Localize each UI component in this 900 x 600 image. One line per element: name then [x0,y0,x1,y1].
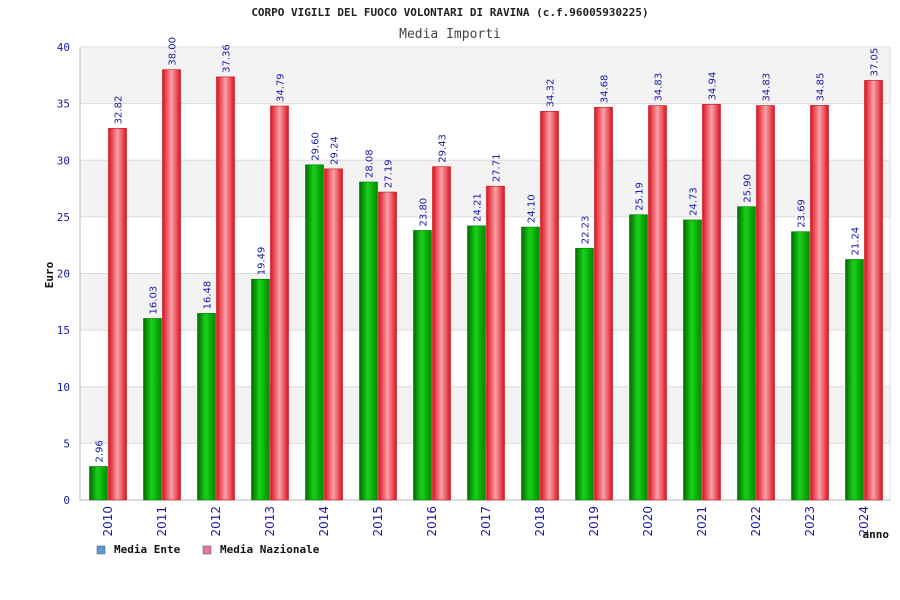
bar-media-ente-2017 [467,225,486,501]
y-tick-label: 20 [57,268,70,281]
data-label: 34.94 [708,72,719,101]
x-tick-label: 2016 [425,506,439,537]
bar-media-ente-2012 [197,313,216,501]
bar-media-nazionale-2015 [378,191,397,501]
data-label: 29.24 [330,136,341,165]
data-label: 34.79 [276,73,287,102]
data-label: 28.08 [365,149,376,178]
data-label: 34.32 [546,79,557,108]
x-tick-label: 2018 [533,506,547,537]
x-tick-label: 2011 [155,506,169,537]
x-tick-label: 2012 [209,506,223,537]
y-tick-label: 10 [57,381,70,394]
bar-media-ente-2018 [521,226,540,501]
data-label: 23.80 [419,198,430,227]
data-label: 24.10 [527,194,538,223]
y-tick-label: 40 [57,41,70,54]
data-label: 24.21 [473,193,484,222]
data-label: 34.83 [762,73,773,102]
bar-media-ente-2011 [143,318,162,501]
bar-media-nazionale-2024 [864,80,883,501]
x-tick-label: 2014 [317,506,331,537]
bar-media-ente-2020 [629,214,648,501]
data-label: 2.96 [95,440,106,462]
x-axis: 2010 2011 2012 2013 2014 2015 2016 2017 2018 2019… [101,506,871,537]
bars [89,69,883,501]
x-tick-label: 2023 [803,506,817,537]
data-label: 27.19 [384,159,395,188]
data-labels: 2.96 32.82 16.03 38.00 16.48 37.36 19.49 34.79 2… [95,37,881,462]
x-tick-label: 2019 [587,506,601,537]
bar-media-nazionale-2022 [756,105,775,501]
legend: Media Ente Media Nazionale [96,543,320,556]
y-tick-label: 30 [57,154,70,167]
bar-media-nazionale-2017 [486,185,505,501]
data-label: 34.83 [654,73,665,102]
bar-media-ente-2023 [791,231,810,501]
y-tick-label: 25 [57,211,70,224]
data-label: 37.36 [222,44,233,73]
chart-title: CORPO VIGILI DEL FUOCO VOLONTARI DI RAVI… [251,6,648,19]
x-tick-label: 2022 [749,506,763,537]
bar-media-nazionale-2023 [810,105,829,501]
data-label: 38.00 [168,37,179,66]
bar-media-ente-2024 [845,259,864,501]
bar-media-ente-2013 [251,278,270,501]
bar-media-nazionale-2019 [594,106,613,501]
legend-label: Media Nazionale [220,543,320,556]
data-label: 25.19 [635,182,646,211]
bar-media-nazionale-2014 [324,168,343,501]
bar-media-nazionale-2012 [216,76,235,501]
bar-media-ente-2015 [359,181,378,501]
bar-media-ente-2010 [89,466,108,501]
legend-swatch [96,545,106,555]
y-tick-label: 5 [63,437,70,450]
plot-band [80,47,890,104]
y-axis-label: Euro [43,261,56,288]
data-label: 19.49 [257,247,268,276]
bar-media-nazionale-2011 [162,69,181,501]
data-label: 29.43 [438,134,449,163]
x-tick-label: 2010 [101,506,115,537]
x-tick-label: 2021 [695,506,709,537]
y-axis: 0 5 10 15 20 25 30 35 40 [57,41,70,507]
y-tick-label: 0 [63,494,70,507]
x-tick-label: 2015 [371,506,385,537]
bar-media-nazionale-2016 [432,166,451,501]
bar-media-nazionale-2013 [270,105,289,501]
legend-swatch [202,545,212,555]
data-label: 27.71 [492,154,503,183]
x-tick-label: 2020 [641,506,655,537]
bar-media-nazionale-2020 [648,105,667,501]
bar-media-ente-2019 [575,247,594,501]
data-label: 22.23 [581,216,592,245]
data-label: 23.69 [797,199,808,228]
data-label: 21.24 [851,227,862,256]
bar-media-ente-2014 [305,164,324,501]
bar-media-ente-2022 [737,206,756,501]
bar-media-ente-2016 [413,230,432,501]
x-tick-label: 2024 [857,506,871,537]
bar-media-nazionale-2018 [540,111,559,501]
x-tick-label: 2013 [263,506,277,537]
data-label: 34.68 [600,75,611,104]
data-label: 34.85 [816,73,827,102]
chart-subtitle: Media Importi [399,27,501,42]
data-label: 24.73 [689,187,700,216]
data-label: 29.60 [311,132,322,161]
legend-label: Media Ente [114,543,181,556]
bar-media-ente-2021 [683,219,702,501]
x-tick-label: 2017 [479,506,493,537]
data-label: 25.90 [743,174,754,203]
data-label: 16.48 [203,281,214,310]
y-tick-label: 15 [57,324,70,337]
bar-media-nazionale-2010 [108,128,127,501]
x-axis-label: anno [863,528,890,541]
data-label: 16.03 [149,286,160,315]
data-label: 32.82 [114,96,125,125]
data-label: 37.05 [870,48,881,77]
y-tick-label: 35 [57,98,70,111]
bar-media-nazionale-2021 [702,104,721,501]
